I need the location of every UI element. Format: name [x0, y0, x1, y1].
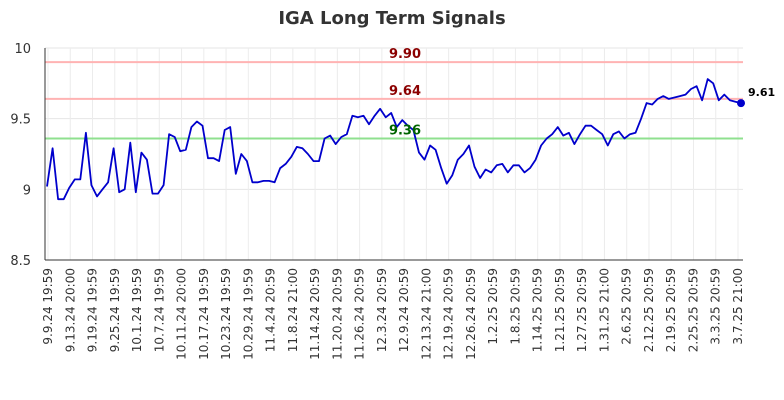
reference-label: 9.90	[389, 47, 421, 62]
labels-layer: 8.5 9 9.5 10 9.9.24 19:59 9.13.24 20:00 9.19.2…	[10, 42, 775, 360]
x-tick-label: 2.25.25 20:59	[686, 268, 700, 352]
x-tick-label: 10.7.24 19:59	[152, 268, 166, 352]
y-tick-label: 9	[23, 183, 31, 198]
x-tick-label: 1.31.25 21:00	[597, 268, 611, 352]
x-tick-label: 10.11.24 20:00	[175, 268, 189, 360]
x-tick-label: 11.8.24 21:00	[286, 268, 300, 352]
x-tick-label: 1.21.25 20:59	[553, 268, 567, 352]
x-tick-label: 9.19.24 19:59	[86, 268, 100, 352]
x-tick-label: 2.6.25 20:59	[620, 268, 634, 345]
y-tick-label: 9.5	[10, 113, 31, 128]
x-tick-label: 10.23.24 19:59	[219, 268, 233, 360]
last-value-label: 9.61	[748, 86, 775, 99]
x-tick-label: 2.19.25 20:59	[664, 268, 678, 352]
x-tick-label: 1.2.25 20:59	[486, 268, 500, 345]
x-tick-label: 1.8.25 20:59	[508, 268, 522, 345]
series-line	[46, 78, 742, 201]
x-tick-label: 12.3.24 20:59	[375, 268, 389, 352]
x-tick-label: 12.9.24 20:59	[397, 268, 411, 352]
x-tick-label: 3.3.25 20:59	[709, 268, 723, 345]
y-tick-label: 8.5	[10, 254, 31, 269]
x-tick-label: 11.14.24 20:59	[308, 268, 322, 360]
reference-lines	[45, 61, 743, 140]
last-point-marker	[737, 99, 745, 108]
x-tick-label: 10.17.24 19:59	[197, 268, 211, 360]
y-tick-label: 10	[14, 42, 31, 57]
x-tick-label: 11.4.24 20:59	[264, 268, 278, 352]
x-tick-label: 2.12.25 20:59	[642, 268, 656, 352]
x-tick-label: 12.19.24 20:59	[442, 268, 456, 360]
series-layer	[46, 78, 745, 201]
x-tick-label: 11.26.24 20:59	[353, 268, 367, 360]
x-tick-label: 12.13.24 21:00	[419, 268, 433, 360]
reference-label: 9.36	[389, 123, 421, 138]
x-tick-label: 9.9.24 19:59	[41, 268, 55, 345]
x-tick-label: 1.14.25 20:59	[531, 268, 545, 352]
axes	[44, 48, 743, 261]
chart-title: IGA Long Term Signals	[278, 8, 506, 29]
x-tick-label: 10.1.24 19:59	[130, 268, 144, 352]
x-tick-label: 9.13.24 20:00	[63, 268, 77, 352]
x-tick-label: 1.27.25 20:59	[575, 268, 589, 352]
x-tick-label: 3.7.25 21:00	[731, 268, 745, 345]
reference-label: 9.64	[389, 84, 421, 99]
x-tick-label: 9.25.24 19:59	[108, 268, 122, 352]
x-tick-label: 11.20.24 20:59	[330, 268, 344, 360]
grid-layer	[45, 47, 743, 261]
x-tick-label: 12.26.24 20:59	[464, 268, 478, 360]
x-tick-label: 10.29.24 19:59	[241, 268, 255, 360]
